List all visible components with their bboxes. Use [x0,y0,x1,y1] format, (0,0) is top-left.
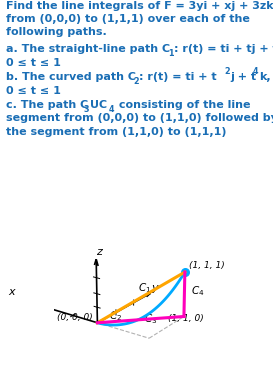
Text: j + t: j + t [230,72,256,82]
Text: 1: 1 [168,49,174,58]
Text: 0 ≤ t ≤ 1: 0 ≤ t ≤ 1 [6,86,61,96]
Text: c. The path C: c. The path C [6,100,88,110]
Text: UC: UC [90,100,107,110]
Text: 4: 4 [253,67,259,76]
Text: Find the line integrals of F = 3yi + xj + 3zk: Find the line integrals of F = 3yi + xj … [6,1,273,11]
Text: : r(t) = ti + t: : r(t) = ti + t [139,72,216,82]
Text: : r(t) = ti + tj + tk,: : r(t) = ti + tj + tk, [174,44,273,54]
Text: b. The curved path C: b. The curved path C [6,72,136,82]
Text: k,: k, [259,72,271,82]
Text: 0 ≤ t ≤ 1: 0 ≤ t ≤ 1 [6,58,61,68]
Text: 3: 3 [84,104,90,114]
Text: the segment from (1,1,0) to (1,1,1): the segment from (1,1,0) to (1,1,1) [6,127,227,137]
Text: 4: 4 [109,104,114,114]
Text: from (0,0,0) to (1,1,1) over each of the: from (0,0,0) to (1,1,1) over each of the [6,14,250,24]
Text: consisting of the line: consisting of the line [115,100,251,110]
Text: 2: 2 [133,77,139,86]
Text: 2: 2 [224,67,230,76]
Text: segment from (0,0,0) to (1,1,0) followed by: segment from (0,0,0) to (1,1,0) followed… [6,114,273,124]
Text: a. The straight-line path C: a. The straight-line path C [6,44,170,54]
Text: following paths.: following paths. [6,27,107,37]
